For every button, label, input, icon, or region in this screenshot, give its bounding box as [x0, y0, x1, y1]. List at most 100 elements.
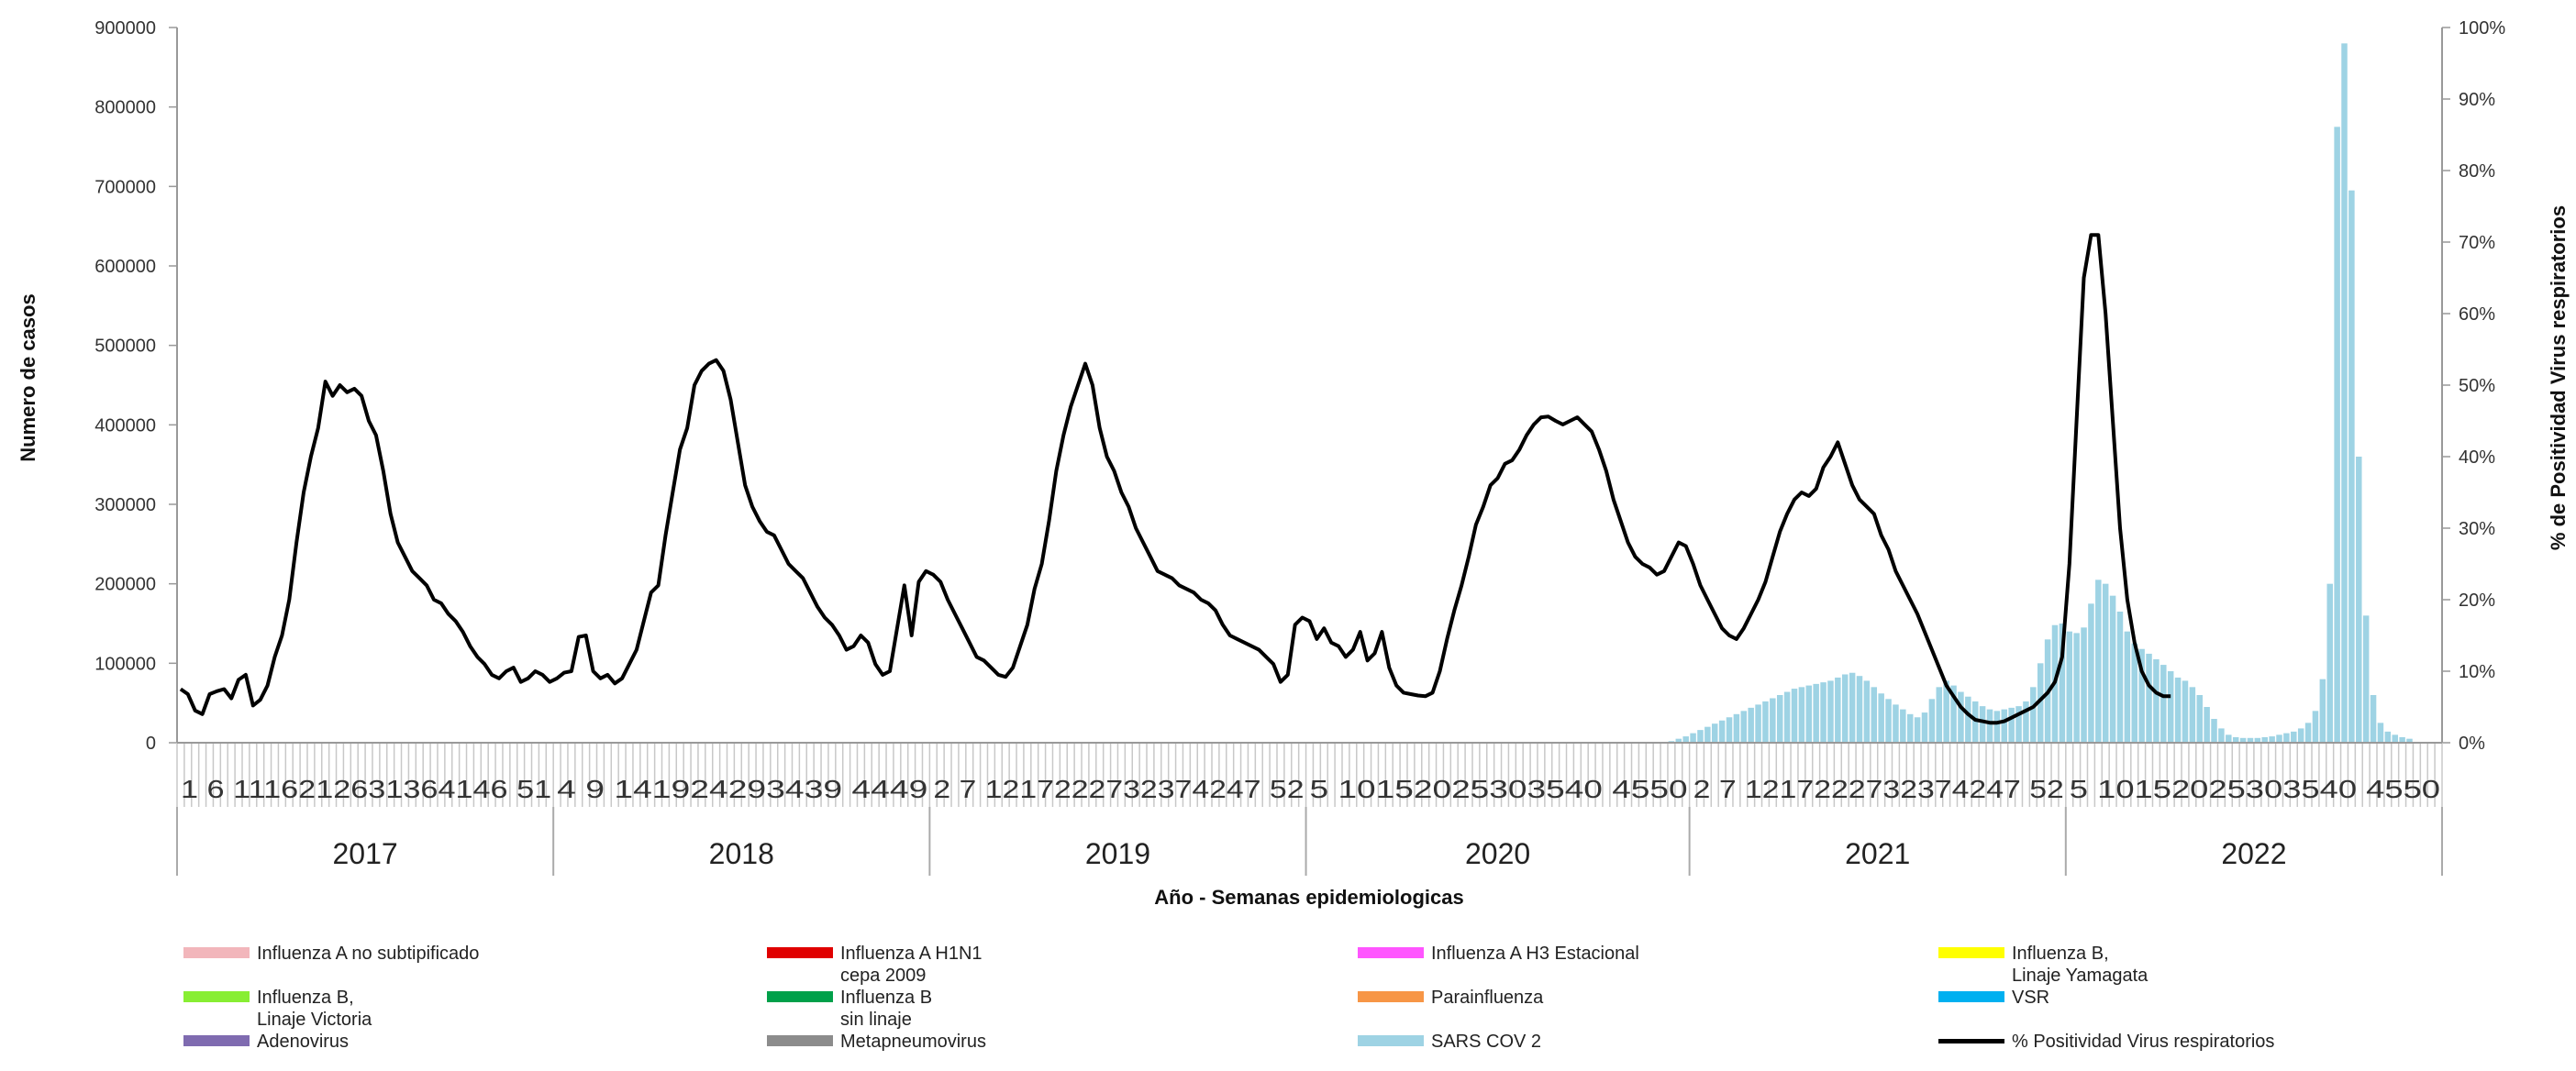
sars-cov-2-bar — [2254, 737, 2261, 743]
sars-cov-2-bar — [1733, 713, 1740, 743]
sars-cov-2-bar — [2341, 43, 2348, 744]
legend: Influenza A no subtipificado Influenza A … — [183, 943, 2569, 1066]
sars-cov-2-bar — [2362, 615, 2370, 743]
sars-cov-2-bar — [2377, 723, 2384, 743]
y2-tick-label: 0% — [2459, 734, 2485, 754]
legend-label: Influenza B, Linaje Yamagata — [2012, 944, 2149, 986]
sars-cov-2-bar — [2001, 709, 2008, 743]
legend-swatch — [1358, 947, 1424, 958]
legend-swatch — [183, 991, 250, 1002]
sars-cov-2-bar — [1965, 696, 1971, 743]
y2-tick-label: 60% — [2459, 304, 2495, 325]
legend-item: Influenza A H1N1 cepa 2009 — [767, 943, 983, 987]
y2-tick-label: 40% — [2459, 447, 2495, 468]
sars-cov-2-bar — [2392, 734, 2398, 743]
sars-cov-2-bar — [2088, 603, 2094, 743]
legend-item: % Positividad Virus respiratorios — [1938, 1031, 2274, 1053]
y2-axis-label: % de Positividad Virus respiratorios — [2547, 205, 2570, 550]
y2-tick-label: 30% — [2459, 519, 2495, 539]
sars-cov-2-bar — [1726, 717, 1733, 743]
sars-cov-2-bar — [1893, 704, 1899, 743]
legend-swatch — [767, 1035, 833, 1046]
y2-tick-label: 100% — [2459, 18, 2505, 39]
legend-item: Influenza B sin linaje — [767, 987, 932, 1031]
sars-cov-2-bar — [1841, 674, 1849, 743]
sars-cov-2-bar — [2030, 687, 2037, 743]
legend-label: SARS COV 2 — [1431, 1032, 1542, 1052]
y2-axis-ticks: 0% 10% 20% 30% 40% 50% 60% 70% 80% 90% 100% — [2442, 18, 2505, 754]
sars-cov-2-bar — [2189, 687, 2196, 743]
sars-cov-2-bar — [1755, 704, 1761, 743]
sars-cov-2-bar — [1827, 680, 1834, 743]
legend-swatch — [183, 947, 250, 958]
legend-item: Influenza B, Linaje Victoria — [183, 987, 372, 1031]
sars-cov-2-bar — [2174, 677, 2182, 743]
sars-cov-2-bar — [1718, 720, 1726, 743]
sars-cov-2-bar — [1820, 682, 1827, 743]
x-axis-label: Año - Semanas epidemiologicas — [1154, 886, 1463, 909]
sars-cov-2-bar — [2304, 723, 2312, 743]
year-label: 2020 — [1465, 837, 1530, 870]
week-label-row: 2 7 1217222732374247 52 — [1693, 775, 2064, 803]
sars-cov-2-bar — [1776, 695, 1783, 743]
sars-cov-2-bar — [2297, 728, 2304, 743]
sars-cov-2-bar — [1871, 687, 1878, 743]
sars-cov-2-bar — [1885, 699, 1892, 743]
legend-swatch — [1358, 1035, 1424, 1046]
legend-swatch — [183, 1035, 250, 1046]
sars-cov-2-bar — [1704, 726, 1711, 743]
sars-cov-2-bar — [2102, 583, 2109, 743]
sars-cov-2-bar — [2218, 728, 2225, 743]
y2-tick-label: 70% — [2459, 233, 2495, 253]
legend-swatch — [767, 991, 833, 1002]
y2-tick-label: 90% — [2459, 90, 2495, 110]
sars-cov-2-bar — [2023, 701, 2029, 743]
legend-swatch — [1938, 947, 2004, 958]
sars-cov-2-bar — [2370, 695, 2377, 743]
y-tick-label: 400000 — [94, 415, 156, 436]
legend-label: Adenovirus — [257, 1032, 350, 1052]
sars-cov-2-bar — [1690, 733, 1696, 743]
y-tick-label: 0 — [146, 734, 156, 754]
y-tick-label: 500000 — [94, 337, 156, 357]
sars-cov-2-bar — [1943, 680, 1949, 743]
sars-cov-2-bar — [1748, 707, 1754, 743]
sars-cov-2-bar — [2073, 633, 2080, 743]
week-label-row: 4 9 141924293439 4449 — [557, 775, 927, 803]
sars-cov-2-bar — [1936, 687, 1943, 743]
legend-swatch — [1358, 991, 1424, 1002]
sars-cov-2-bar — [2312, 711, 2319, 743]
y-axis-label: Numero de casos — [17, 293, 39, 461]
sars-cov-2-bar — [2109, 595, 2116, 743]
sars-cov-2-bar — [1979, 706, 1986, 743]
sars-cov-2-bar — [1805, 685, 1813, 743]
sars-cov-2-bar — [2037, 663, 2044, 743]
axes — [176, 28, 2443, 876]
week-label-row: 5 10152025303540 4550 — [1310, 775, 1688, 803]
sars-cov-2-bar — [1928, 699, 1936, 743]
sars-cov-2-bar — [1906, 713, 1914, 743]
legend-label: Influenza B sin linaje — [840, 988, 933, 1030]
legend-swatch — [1938, 991, 2004, 1002]
sars-cov-2-bar — [1762, 701, 1769, 743]
legend-label: Parainfluenza — [1431, 988, 1544, 1008]
sars-cov-2-bar — [1900, 709, 1906, 743]
sars-cov-2-bar — [2291, 731, 2297, 743]
year-label: 2019 — [1085, 837, 1150, 870]
legend-item: Influenza B, Linaje Yamagata — [1938, 943, 2148, 987]
legend-label: VSR — [2012, 988, 2050, 1008]
sars-cov-2-bar — [1921, 712, 1928, 743]
sars-cov-2-bar — [1993, 711, 2001, 743]
sars-cov-2-bar — [1682, 736, 1689, 743]
sars-cov-2-bar — [1675, 738, 1682, 743]
legend-label: Influenza B, Linaje Victoria — [257, 988, 372, 1030]
legend-item: Influenza A no subtipificado — [183, 943, 479, 965]
year-label: 2018 — [709, 837, 774, 870]
year-label: 2022 — [2221, 837, 2286, 870]
legend-label: Metapneumovirus — [840, 1032, 986, 1052]
y2-tick-label: 20% — [2459, 591, 2495, 611]
sars-cov-2-bar — [2008, 707, 2015, 743]
sars-cov-2-bar — [2066, 631, 2073, 743]
sars-cov-2-bar — [1740, 711, 1748, 743]
